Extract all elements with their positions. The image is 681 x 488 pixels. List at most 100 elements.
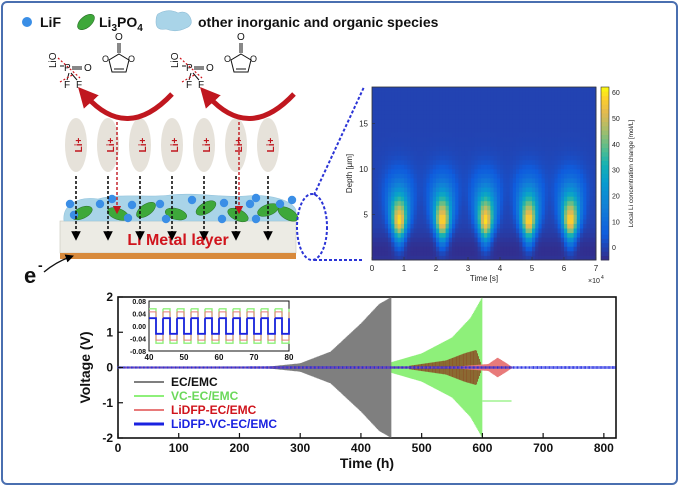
heatmap-cell: [541, 109, 546, 115]
heatmap-cell: [589, 114, 594, 120]
heatmap-cell: [551, 141, 555, 147]
heatmap-cell: [484, 127, 488, 133]
heatmap-cell: [535, 223, 539, 229]
heatmap-cell: [432, 219, 437, 224]
heatmap-cell: [506, 137, 510, 143]
heatmap-cell: [564, 109, 568, 115]
heatmap-cell: [560, 146, 565, 152]
heatmap-cell: [384, 246, 389, 252]
heatmap-cell: [493, 187, 498, 193]
heatmap-cell: [532, 168, 536, 174]
heatmap-cell: [372, 237, 376, 243]
heatmap-cell: [484, 100, 488, 106]
heatmap-cell: [407, 173, 411, 179]
heatmap-cell: [516, 223, 520, 229]
heatmap-cell: [525, 141, 530, 147]
heatmap-cell: [586, 105, 590, 111]
heatmap-cell: [535, 150, 539, 156]
heatmap-cell: [458, 96, 462, 102]
heatmap-cell: [445, 214, 450, 220]
heatmap-cell: [464, 87, 469, 92]
zoom-ellipse: [296, 193, 328, 261]
heatmap-cell: [484, 150, 488, 156]
heatmap-cell: [509, 178, 514, 183]
heatmap-cell: [423, 246, 427, 252]
heatmap-cell: [535, 191, 539, 197]
heatmap-cell: [522, 96, 526, 102]
heatmap-cell: [372, 123, 376, 129]
heatmap-cell: [554, 237, 558, 243]
colorbar-segment: [601, 160, 609, 166]
heatmap-cell: [404, 214, 408, 220]
heatmap-cell: [493, 91, 498, 97]
heatmap-cell: [384, 123, 389, 129]
heatmap-cell: [468, 105, 472, 111]
heatmap-cell: [509, 182, 514, 188]
heatmap-cell: [474, 137, 478, 143]
heatmap-cell: [474, 241, 478, 247]
heatmap-cell: [509, 127, 514, 133]
bond: [66, 72, 70, 81]
heatmap-cell: [509, 137, 514, 143]
heatmap-cell: [407, 100, 411, 106]
heatmap-cell: [458, 200, 462, 206]
heatmap-cell: [583, 187, 587, 193]
heatmap-cell: [410, 209, 414, 215]
heatmap-cell: [535, 187, 539, 193]
lif-particle: [251, 214, 261, 224]
heatmap-cell: [404, 200, 408, 206]
heatmap-cell: [471, 173, 475, 179]
heatmap-cell: [407, 250, 411, 256]
heatmap-cell: [493, 182, 498, 188]
heatmap-cell: [384, 146, 389, 152]
heatmap-cell: [420, 237, 424, 243]
heatmap-cell: [372, 150, 376, 156]
heatmap-cell: [474, 209, 478, 215]
heatmap-cell: [384, 150, 389, 156]
heatmap-cell: [426, 232, 430, 238]
heatmap-cell: [544, 232, 549, 238]
heatmap-cell: [538, 141, 542, 147]
heatmap-cell: [516, 237, 520, 243]
heatmap-cell: [388, 168, 392, 174]
heatmap-cell: [420, 141, 424, 147]
heatmap-cell: [490, 91, 494, 97]
heatmap-cell: [554, 150, 558, 156]
heatmap-cell: [487, 187, 491, 193]
heatmap-cell: [394, 255, 398, 261]
heatmap-cell: [506, 87, 510, 92]
heatmap-cell: [541, 178, 546, 183]
heatmap-cell: [455, 155, 459, 161]
heatmap-cell: [455, 137, 459, 143]
heatmap-cell: [384, 196, 389, 202]
heatmap-cell: [516, 114, 520, 120]
lif-particle: [187, 195, 197, 205]
heatmap-cell: [541, 228, 546, 234]
heatmap-cell: [586, 237, 590, 243]
heatmap-cell: [538, 200, 542, 206]
heatmap-cell: [496, 87, 501, 92]
heatmap-cell: [487, 182, 491, 188]
heatmap-cell: [583, 123, 587, 129]
heatmap-cell: [538, 237, 542, 243]
heatmap-cell: [560, 178, 565, 183]
heatmap-cell: [512, 178, 517, 183]
heatmap-cell: [436, 200, 440, 206]
heatmap-cell: [464, 241, 469, 247]
heatmap-cell: [442, 228, 446, 234]
heatmap-cell: [519, 246, 523, 252]
heatmap-cell: [375, 168, 379, 174]
heatmap-cell: [570, 87, 574, 92]
heatmap-cell: [490, 105, 494, 111]
heatmap-cell: [375, 255, 379, 261]
heatmap-cell: [522, 150, 526, 156]
colorbar-label: Local Li concentration change [mol/L]: [628, 119, 635, 227]
heatmap-cell: [471, 219, 475, 224]
heatmap-cell: [586, 164, 590, 170]
heatmap-cell: [557, 96, 562, 102]
heatmap-cell: [528, 155, 533, 161]
heatmap-cell: [538, 96, 542, 102]
heatmap-cell: [548, 87, 552, 92]
heatmap-cell: [573, 255, 578, 261]
heatmap-cell: [394, 159, 398, 165]
